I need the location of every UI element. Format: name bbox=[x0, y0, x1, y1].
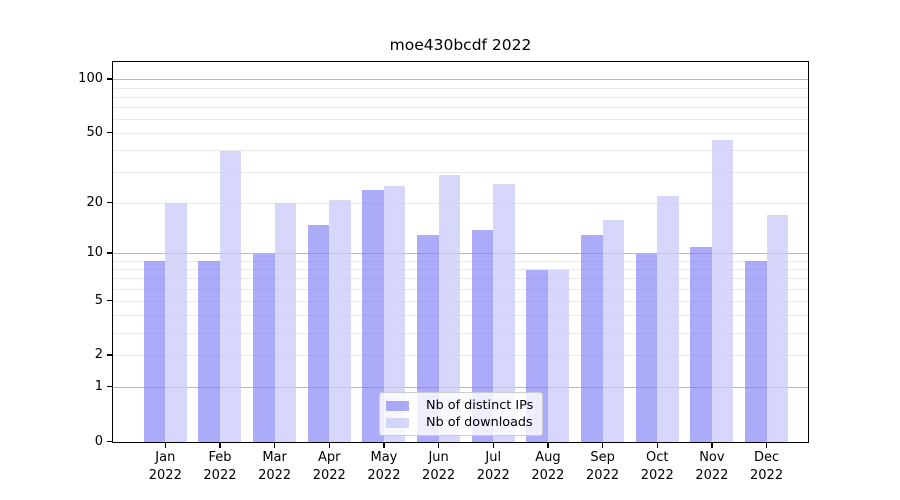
bar-ips-nov bbox=[690, 247, 712, 442]
bar-downloads-aug bbox=[547, 269, 570, 442]
x-tick-dec bbox=[766, 443, 768, 448]
y-tick-2 bbox=[107, 354, 112, 356]
bar-ips-dec bbox=[745, 261, 767, 442]
x-tick-label-aug: Aug 2022 bbox=[531, 450, 565, 483]
bar-downloads-dec bbox=[766, 215, 789, 442]
gridline-major-10 bbox=[113, 253, 808, 255]
x-tick-apr bbox=[328, 443, 330, 448]
x-tick-label-feb: Feb 2022 bbox=[203, 450, 237, 483]
y-tick-10 bbox=[107, 252, 112, 254]
gridline-minor-60 bbox=[113, 119, 808, 121]
x-tick-label-sep: Sep 2022 bbox=[586, 450, 620, 483]
x-tick-label-nov: Nov 2022 bbox=[695, 450, 729, 483]
legend-item-ips: Nb of distinct IPs bbox=[386, 398, 536, 413]
gridline-major-1 bbox=[113, 387, 808, 389]
y-tick-label-50: 50 bbox=[86, 125, 103, 141]
y-tick-label-5: 5 bbox=[94, 292, 103, 308]
y-tick-label-100: 100 bbox=[78, 71, 103, 87]
y-tick-50 bbox=[107, 132, 112, 134]
y-tick-label-10: 10 bbox=[86, 245, 103, 261]
gridline-minor-90 bbox=[113, 87, 808, 89]
x-tick-label-dec: Dec 2022 bbox=[750, 450, 784, 483]
gridline-minor-3 bbox=[113, 332, 808, 334]
x-tick-feb bbox=[219, 443, 221, 448]
bar-ips-jun bbox=[417, 235, 439, 442]
x-tick-label-oct: Oct 2022 bbox=[640, 450, 674, 483]
y-tick-label-20: 20 bbox=[86, 194, 103, 210]
bar-downloads-feb bbox=[219, 150, 242, 442]
legend-item-downloads: Nb of downloads bbox=[386, 415, 536, 430]
bar-ips-feb bbox=[198, 261, 220, 442]
bar-downloads-sep bbox=[602, 219, 625, 442]
y-tick-100 bbox=[107, 78, 112, 80]
gridline-major-100 bbox=[113, 79, 808, 81]
plot-area bbox=[112, 61, 809, 443]
bar-downloads-nov bbox=[711, 140, 734, 442]
gridline-minor-7 bbox=[113, 278, 808, 280]
bar-ips-may bbox=[362, 189, 384, 442]
bar-ips-oct bbox=[635, 253, 658, 442]
bar-downloads-jun bbox=[438, 175, 461, 442]
y-tick-label-1: 1 bbox=[94, 379, 103, 395]
x-tick-label-jun: Jun 2022 bbox=[422, 450, 456, 483]
x-tick-jun bbox=[438, 443, 440, 448]
legend: Nb of distinct IPs Nb of downloads bbox=[379, 392, 543, 436]
gridline-minor-2 bbox=[113, 355, 808, 357]
x-tick-label-apr: Apr 2022 bbox=[312, 450, 346, 483]
bar-ips-sep bbox=[581, 235, 603, 442]
gridline-minor-70 bbox=[113, 107, 808, 109]
gridline-minor-8 bbox=[113, 269, 808, 271]
legend-label-downloads: Nb of downloads bbox=[426, 415, 533, 430]
x-tick-label-jan: Jan 2022 bbox=[148, 450, 182, 483]
y-tick-0 bbox=[107, 440, 112, 442]
y-tick-label-2: 2 bbox=[94, 347, 103, 363]
gridline-minor-6 bbox=[113, 288, 808, 290]
gridline-minor-50 bbox=[113, 133, 808, 135]
bar-downloads-jul bbox=[493, 183, 515, 442]
legend-swatch-downloads-icon bbox=[386, 417, 409, 428]
bar-ips-apr bbox=[307, 224, 330, 442]
bar-downloads-mar bbox=[274, 203, 297, 442]
gridline-minor-30 bbox=[113, 172, 808, 174]
x-tick-nov bbox=[711, 443, 713, 448]
bar-downloads-oct bbox=[657, 196, 679, 442]
gridline-minor-80 bbox=[113, 96, 808, 98]
x-tick-jan bbox=[164, 443, 166, 448]
legend-swatch-ips-icon bbox=[386, 400, 409, 411]
gridline-minor-4 bbox=[113, 315, 808, 317]
gridline-minor-40 bbox=[113, 150, 808, 152]
bar-ips-mar bbox=[253, 253, 275, 442]
gridline-minor-9 bbox=[113, 260, 808, 262]
x-tick-jul bbox=[492, 443, 494, 448]
x-tick-label-may: May 2022 bbox=[367, 450, 401, 483]
gridline-minor-5 bbox=[113, 300, 808, 302]
x-tick-mar bbox=[274, 443, 276, 448]
y-tick-label-0: 0 bbox=[94, 433, 103, 449]
y-tick-5 bbox=[107, 299, 112, 302]
bar-ips-jul bbox=[471, 229, 494, 442]
x-tick-sep bbox=[602, 443, 604, 448]
chart-title: moe430bcdf 2022 bbox=[389, 36, 532, 54]
bar-downloads-apr bbox=[329, 199, 351, 442]
x-tick-aug bbox=[547, 443, 549, 448]
bar-downloads-jan bbox=[165, 203, 187, 442]
x-tick-may bbox=[383, 443, 385, 448]
legend-label-ips: Nb of distinct IPs bbox=[426, 398, 534, 413]
x-tick-oct bbox=[656, 443, 658, 448]
y-tick-20 bbox=[107, 201, 112, 203]
bar-ips-jan bbox=[143, 261, 166, 442]
gridline-minor-20 bbox=[113, 202, 808, 204]
bar-downloads-may bbox=[383, 186, 406, 442]
x-tick-label-mar: Mar 2022 bbox=[258, 450, 292, 483]
x-tick-label-jul: Jul 2022 bbox=[476, 450, 510, 483]
y-tick-1 bbox=[107, 386, 112, 388]
